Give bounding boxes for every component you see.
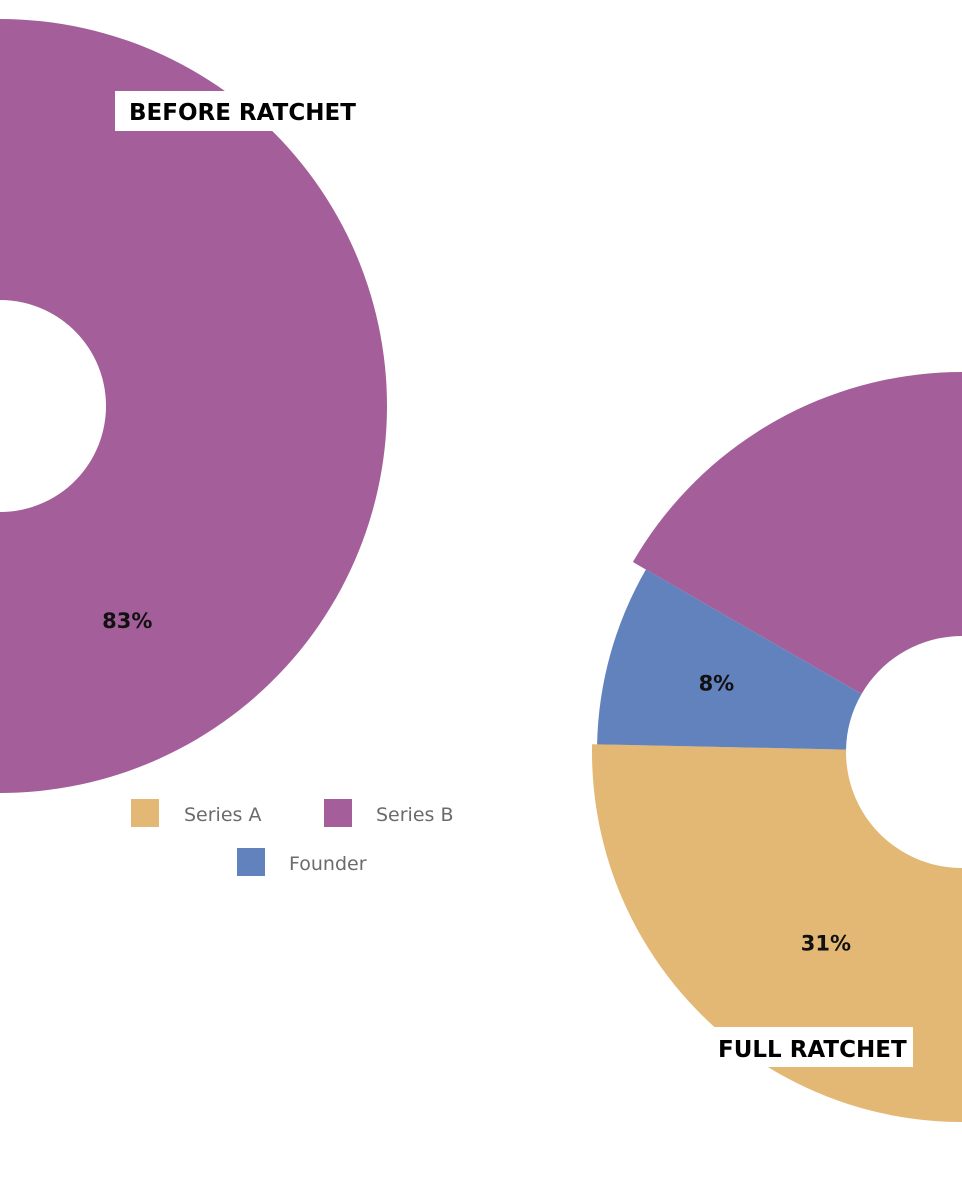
slice-label-series-b: 83% [102, 609, 152, 633]
full-ratchet-title-box: FULL RATCHET [706, 1027, 913, 1067]
full-ratchet-title: FULL RATCHET [718, 1037, 907, 1063]
slice-series-b [0, 19, 387, 793]
slice-label-founder: 8% [699, 671, 735, 695]
legend: Series A Series B Founder [131, 799, 454, 876]
title-background [706, 1027, 913, 1067]
slice-founder [597, 569, 862, 750]
legend-swatch-founder [237, 848, 265, 876]
before-ratchet-chart: 83%11%6% [0, 19, 387, 793]
legend-label-series-a: Series A [184, 804, 261, 826]
legend-swatch-series-a [131, 799, 159, 827]
legend-label-series-b: Series B [376, 804, 454, 826]
legend-label-founder: Founder [289, 853, 367, 875]
legend-swatch-series-b [324, 799, 352, 827]
slice-label-series-a: 31% [801, 932, 851, 956]
before-ratchet-title-box: BEFORE RATCHET [115, 91, 366, 131]
slice-series-b [632, 372, 962, 694]
title-background [115, 91, 366, 131]
before-ratchet-title: BEFORE RATCHET [129, 100, 356, 126]
full-ratchet-chart: 61%31%8% [592, 372, 962, 1122]
